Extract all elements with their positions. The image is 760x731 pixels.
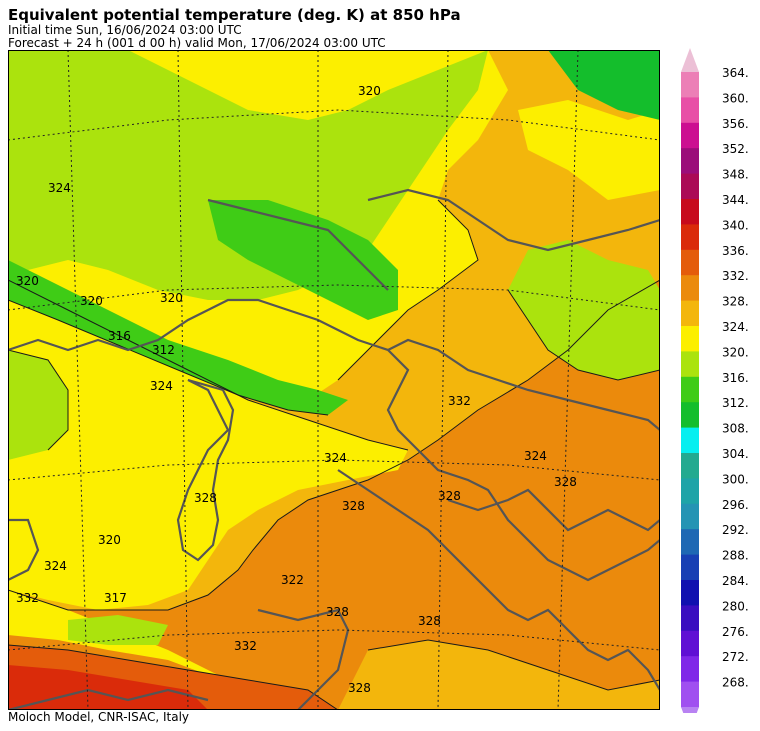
- contour-label: 316: [108, 329, 131, 343]
- colorbar-level-label: 360.: [722, 91, 749, 105]
- contour-label: 320: [160, 291, 183, 305]
- colorbar-level-label: 316.: [722, 371, 749, 385]
- field-316-north: [8, 50, 488, 300]
- contour-label: 320: [98, 533, 121, 547]
- colorbar-swatch: [681, 97, 699, 124]
- colorbar-swatch: [681, 478, 699, 505]
- colorbar-swatch: [681, 681, 699, 708]
- colorbar-swatch: [681, 326, 699, 352]
- field-324-south: [338, 640, 660, 710]
- contour-label: 324: [48, 181, 71, 195]
- field-312-alps: [208, 200, 398, 320]
- field-312-ne: [548, 50, 660, 120]
- contour-label: 328: [348, 681, 371, 695]
- forecast-valid-time: Forecast + 24 h (001 d 00 h) valid Mon, …: [8, 36, 386, 50]
- colorbar-swatch: [681, 580, 699, 606]
- contour-label: 312: [152, 343, 175, 357]
- colorbar-level-label: 296.: [722, 498, 749, 512]
- contour-label: 332: [234, 639, 257, 653]
- colorbar-swatch: [681, 351, 699, 378]
- colorbar-level-label: 312.: [722, 396, 749, 410]
- colorbar-swatch: [681, 605, 699, 632]
- contour-label: 320: [16, 274, 39, 288]
- colorbar-swatch: [681, 402, 699, 429]
- contour-label: 332: [448, 394, 471, 408]
- field-320-ne: [518, 100, 660, 200]
- colorbar-level-label: 356.: [722, 117, 749, 131]
- colorbar-level-label: 328.: [722, 295, 749, 309]
- colorbar-level-label: 304.: [722, 447, 749, 461]
- field-316-east: [508, 240, 660, 380]
- colorbar-swatch: [681, 427, 699, 454]
- model-credit: Moloch Model, CNR-ISAC, Italy: [8, 710, 190, 724]
- colorbar-level-label: 320.: [722, 345, 749, 359]
- colorbar-level-label: 336.: [722, 244, 749, 258]
- field-316-west: [8, 350, 68, 460]
- contour-label: 328: [342, 499, 365, 513]
- colorbar-bottom-arrow: [681, 707, 699, 713]
- colorbar-level-label: 300.: [722, 472, 749, 486]
- colorbar-level-label: 364.: [722, 66, 749, 80]
- colorbar-swatch: [681, 300, 699, 327]
- contour-label: 324: [150, 379, 173, 393]
- colorbar-level-label: 324.: [722, 320, 749, 334]
- contour-label: 328: [326, 605, 349, 619]
- initial-time: Initial time Sun, 16/06/2024 03:00 UTC: [8, 23, 242, 37]
- theta-e-map: 320 320 320 320 320 324 324 324 324 324 …: [8, 50, 660, 710]
- contour-label: 328: [194, 491, 217, 505]
- colorbar-swatch: [681, 656, 699, 683]
- colorbar-level-label: 268.: [722, 676, 749, 690]
- colorbar-level-label: 308.: [722, 422, 749, 436]
- contour-label: 320: [358, 84, 381, 98]
- colorbar-level-label: 288.: [722, 549, 749, 563]
- contour-label: 322: [281, 573, 304, 587]
- contour-label: 324: [44, 559, 67, 573]
- field-320: [8, 280, 408, 610]
- contour-label: 324: [324, 451, 347, 465]
- colorbar-swatch: [681, 529, 699, 556]
- contour-label: 332: [16, 591, 39, 605]
- contour-label: 328: [554, 475, 577, 489]
- colorbar-swatch: [681, 148, 699, 175]
- colorbar-swatch: [681, 376, 699, 403]
- colorbar-swatch: [681, 122, 699, 149]
- chart-title: Equivalent potential temperature (deg. K…: [8, 6, 461, 24]
- colorbar-level-label: 344.: [722, 193, 749, 207]
- contour-label: 317: [104, 591, 127, 605]
- colorbar-swatch: [681, 554, 699, 581]
- colorbar-swatch: [681, 72, 699, 98]
- colorbar-swatch: [681, 199, 699, 225]
- colorbar-swatch: [681, 630, 699, 657]
- colorbar-level-label: 332.: [722, 269, 749, 283]
- contour-label: 328: [418, 614, 441, 628]
- colorbar-level-label: 280.: [722, 599, 749, 613]
- colorbar-level-label: 284.: [722, 574, 749, 588]
- colorbar-swatch: [681, 224, 699, 251]
- contour-label: 320: [80, 294, 103, 308]
- colorbar-swatch: [681, 249, 699, 276]
- colorbar-swatch: [681, 453, 699, 479]
- color-scale-legend: 364. 360. 356. 352. 348. 344. 340. 336. 332. 328.…: [681, 48, 749, 713]
- colorbar-level-label: 276.: [722, 625, 749, 639]
- colorbar-level-label: 292.: [722, 523, 749, 537]
- colorbar-top-arrow: [681, 48, 699, 72]
- colorbar-swatch: [681, 275, 699, 302]
- contour-label: 328: [438, 489, 461, 503]
- colorbar-level-label: 352.: [722, 142, 749, 156]
- colorbar-level-label: 272.: [722, 650, 749, 664]
- field-312-band: [8, 260, 348, 415]
- colorbar-level-label: 340.: [722, 218, 749, 232]
- colorbar-swatch: [681, 173, 699, 200]
- contour-label: 324: [524, 449, 547, 463]
- colorbar-swatch: [681, 503, 699, 530]
- colorbar-level-label: 348.: [722, 168, 749, 182]
- field-336-sw: [8, 665, 208, 710]
